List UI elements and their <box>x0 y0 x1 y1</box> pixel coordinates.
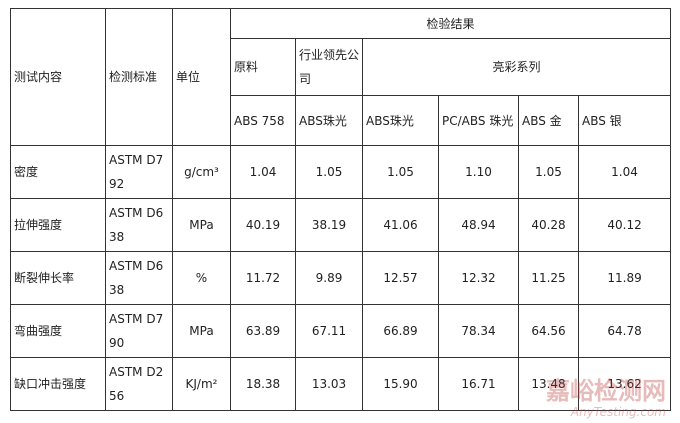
data-row: 密度 ASTM D792 g/cm³ 1.04 1.05 1.05 1.10 1.05 1.04 <box>10 145 672 199</box>
data-row: 拉伸强度 ASTM D638 MPa 40.19 38.19 41.06 48.94 40.2… <box>10 198 672 252</box>
value: 15.90 <box>362 357 439 411</box>
material-header: PC/ABS 珠光 <box>438 95 519 146</box>
header-row: ABS 758 ABS珠光 ABS珠光 PC/ABS 珠光 ABS 金 ABS 银 <box>11 95 672 146</box>
unit: g/cm³ <box>172 145 231 199</box>
subgroup-header: 原料 <box>230 38 296 96</box>
material-header: ABS 758 <box>230 95 296 146</box>
unit: % <box>172 251 231 305</box>
data-row: 断裂伸长率 ASTM D638% 11.72 9.89 12.57 12.32 11.25 1… <box>10 251 672 305</box>
value: 12.32 <box>438 251 519 305</box>
property: 密度 <box>10 145 106 199</box>
value: 48.94 <box>438 198 519 252</box>
value: 1.10 <box>438 145 519 199</box>
standard: ASTM D256 <box>105 357 173 411</box>
data-row: 缺口冲击强度 ASTM D256 KJ/m² 18.38 13.03 15.90 16.71… <box>10 357 672 411</box>
value: 11.72 <box>230 251 296 305</box>
value: 78.34 <box>438 304 519 358</box>
value: 66.89 <box>362 304 439 358</box>
data-row: 弯曲强度 ASTM D790 MPa 63.89 67.11 66.89 78.34 64.5… <box>10 304 672 358</box>
property: 缺口冲击强度 <box>10 357 106 411</box>
value: 13.62 <box>577 357 672 411</box>
material-header: ABS珠光 <box>362 95 439 146</box>
property: 弯曲强度 <box>10 304 106 358</box>
value: 18.38 <box>230 357 296 411</box>
value: 9.89 <box>295 251 363 305</box>
column-header: 检测标准 <box>105 8 173 146</box>
standard: ASTM D638 <box>105 198 173 252</box>
column-header: 测试内容 <box>10 8 106 146</box>
standard: ASTM D638 <box>105 251 173 305</box>
value: 1.05 <box>362 145 439 199</box>
watermark-url: AnyTesting.com <box>570 405 666 419</box>
standard: ASTM D792 <box>105 145 173 199</box>
value: 64.78 <box>577 304 672 358</box>
unit: MPa <box>172 304 231 358</box>
column-header: 单位 <box>172 8 231 146</box>
results-table: 测试内容 检测标准 单位 检验结果 原料 行业领先公司 亮彩系列 ABS 758 ABS珠光 AB… <box>10 8 672 411</box>
value: 16.71 <box>438 357 519 411</box>
value: 1.04 <box>230 145 296 199</box>
value: 41.06 <box>362 198 439 252</box>
material-header: ABS 银 <box>577 95 672 146</box>
value: 13.03 <box>295 357 363 411</box>
value: 38.19 <box>295 198 363 252</box>
value: 40.28 <box>518 198 579 252</box>
subgroup-header: 亮彩系列 <box>361 38 672 96</box>
value: 40.12 <box>577 198 672 252</box>
value: 1.05 <box>295 145 363 199</box>
watermark: 嘉峪检测网 AnyTesting.com <box>546 377 666 419</box>
value: 1.04 <box>577 145 672 199</box>
material-header: ABS 金 <box>518 95 579 146</box>
value: 11.25 <box>518 251 579 305</box>
value: 40.19 <box>230 198 296 252</box>
value: 64.56 <box>518 304 579 358</box>
header-row: 原料 行业领先公司 亮彩系列 <box>11 38 672 96</box>
header-row: 测试内容 检测标准 单位 检验结果 <box>10 8 672 146</box>
value: 63.89 <box>230 304 296 358</box>
unit: MPa <box>172 198 231 252</box>
value: 11.89 <box>577 251 672 305</box>
property: 断裂伸长率 <box>10 251 106 305</box>
value: 13.48 <box>518 357 579 411</box>
value: 1.05 <box>518 145 579 199</box>
property: 拉伸强度 <box>10 198 106 252</box>
value: 67.11 <box>295 304 363 358</box>
material-header: ABS珠光 <box>295 95 363 146</box>
subgroup-header: 行业领先公司 <box>295 38 363 96</box>
group-header: 检验结果 <box>229 8 672 39</box>
unit: KJ/m² <box>172 357 231 411</box>
watermark-title: 嘉峪检测网 <box>546 377 666 405</box>
standard: ASTM D790 <box>105 304 173 358</box>
value: 12.57 <box>362 251 439 305</box>
